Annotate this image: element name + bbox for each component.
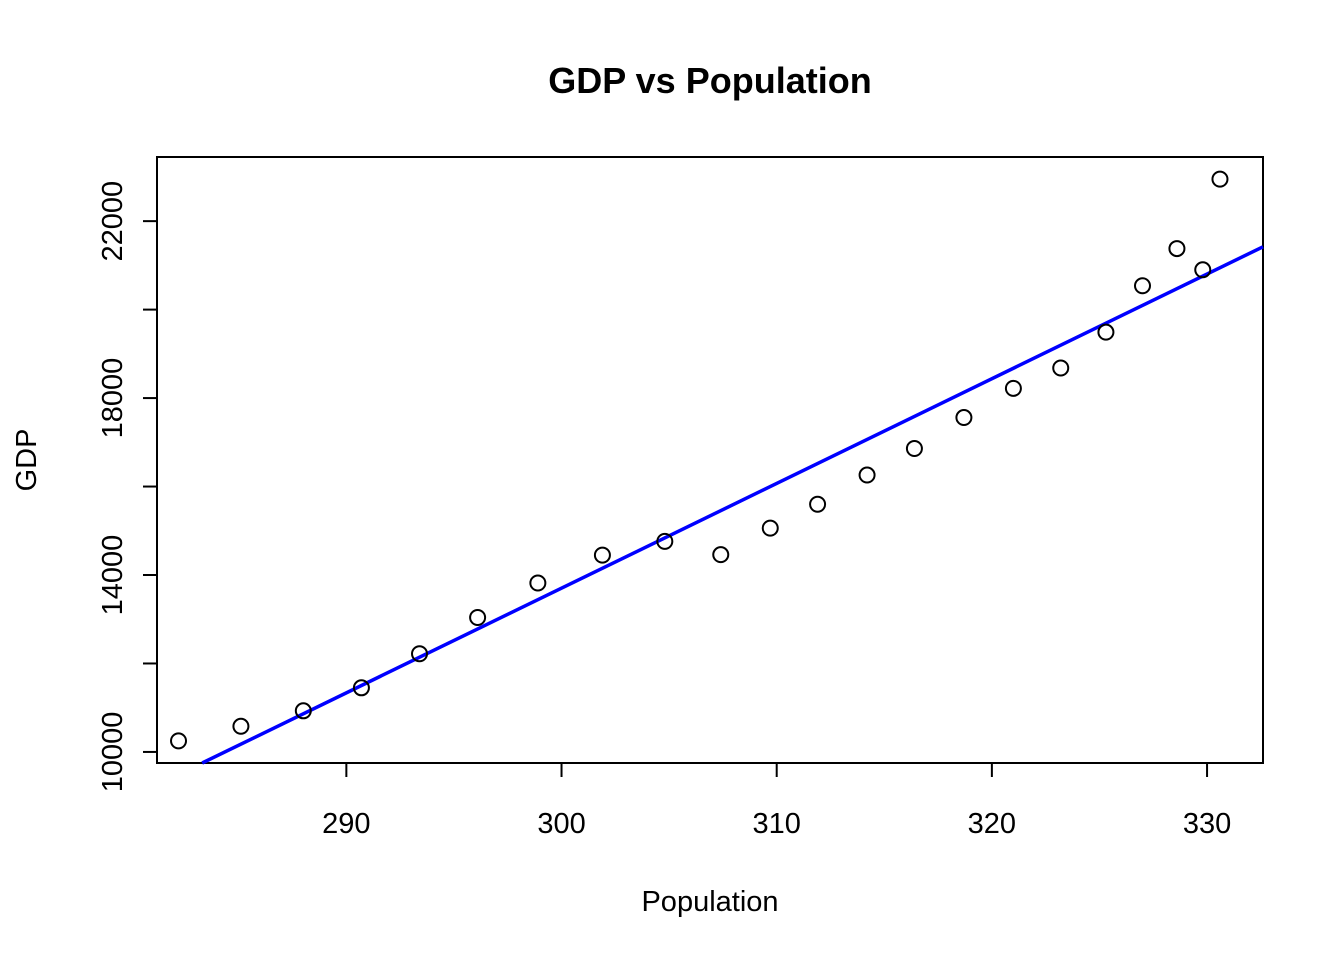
data-point-13 [858,466,876,484]
x-tick-label-310: 310 [753,808,801,840]
y-tick-label-14000: 14000 [97,535,129,616]
x-axis: 290 300 310 320 330 [322,763,1231,840]
data-point-12 [809,495,827,513]
data-point-11 [761,519,779,537]
data-point-17 [1052,359,1070,377]
chart-title: GDP vs Population [548,60,871,101]
data-point-4 [352,679,370,697]
y-axis: 10000 14000 18000 22000 [97,181,157,792]
y-axis-label: GDP [11,429,43,492]
x-tick-label-320: 320 [968,808,1016,840]
data-point-15 [955,409,973,427]
data-point-1 [170,732,188,750]
points-layer [170,170,1229,750]
x-tick-label-300: 300 [537,808,585,840]
x-axis-label: Population [641,886,778,918]
y-tick-label-22000: 22000 [97,181,129,262]
fit-line [201,245,1264,765]
data-point-8 [593,546,611,564]
y-tick-label-18000: 18000 [97,358,129,439]
data-point-22 [1211,170,1229,188]
data-point-18 [1097,323,1115,341]
data-point-19 [1134,277,1152,295]
data-point-20 [1168,240,1186,258]
data-point-3 [294,702,312,720]
data-point-6 [469,608,487,626]
data-point-16 [1004,379,1022,397]
plot-frame [156,156,1264,764]
data-point-14 [905,439,923,457]
data-point-9 [656,532,674,550]
data-point-5 [411,645,429,663]
data-point-10 [712,546,730,564]
y-tick-label-10000: 10000 [97,712,129,793]
data-point-2 [232,717,250,735]
fit-line-layer [201,245,1264,765]
x-tick-label-290: 290 [322,808,370,840]
x-tick-label-330: 330 [1183,808,1231,840]
data-point-21 [1194,261,1212,279]
data-point-7 [529,574,547,592]
